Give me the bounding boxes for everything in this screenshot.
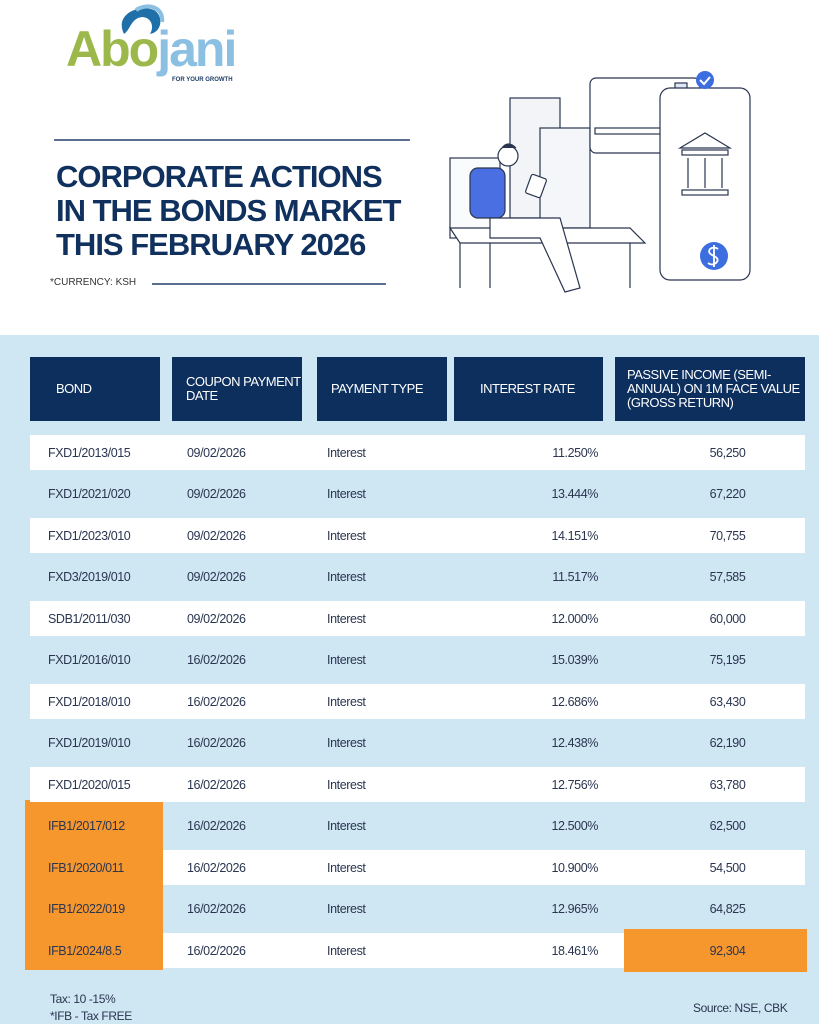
rate-cell: 12.000% — [551, 611, 598, 626]
rate-cell: 12.965% — [551, 902, 598, 916]
income-cell: 60,000 — [709, 611, 746, 626]
rate-cell: 15.039% — [551, 653, 598, 667]
income-cell: 70,755 — [709, 528, 746, 543]
ifb-highlight — [25, 800, 163, 970]
income-cell: 62,190 — [709, 736, 746, 750]
table-row: FXD1/2023/010 09/02/2026 Interest 14.151% 70… — [30, 518, 805, 553]
type-cell: Interest — [327, 819, 366, 833]
header-bond: BOND — [30, 357, 160, 421]
bond-cell: FXD1/2019/010 — [48, 736, 131, 750]
type-cell: Interest — [327, 570, 366, 584]
table-row: IFB1/2024/8.5 16/02/2026 Interest 18.461% 92… — [48, 933, 746, 968]
bond-cell: IFB1/2017/012 — [48, 819, 125, 833]
rate-cell: 14.151% — [551, 528, 598, 543]
rate-cell: 12.756% — [551, 777, 598, 792]
rate-cell: 13.444% — [551, 487, 598, 501]
brand-logo: Abojani — [66, 21, 237, 77]
table-row: IFB1/2022/019 16/02/2026 Interest 12.965% 64… — [48, 892, 805, 927]
income-cell: 56,250 — [709, 445, 746, 460]
table-row: FXD3/2019/010 09/02/2026 Interest 11.517% 57… — [30, 560, 805, 595]
rate-cell: 12.500% — [551, 819, 598, 833]
type-cell: Interest — [327, 736, 366, 750]
type-cell: Interest — [327, 694, 366, 709]
bond-cell: SDB1/2011/030 — [48, 611, 131, 626]
income-cell: 63,780 — [709, 777, 746, 792]
header-interest-rate: INTEREST RATE — [454, 357, 603, 421]
income-cell: 63,430 — [709, 694, 746, 709]
bond-cell: FXD1/2021/020 — [48, 487, 131, 501]
bond-cell: FXD1/2023/010 — [48, 528, 131, 543]
title-divider-top — [54, 139, 410, 141]
header-passive-income: PASSIVE INCOME (SEMI-ANNUAL) ON 1M FACE … — [615, 357, 805, 421]
table-row: SDB1/2011/030 09/02/2026 Interest 12.000% 60… — [30, 601, 805, 636]
bond-cell: IFB1/2022/019 — [48, 902, 125, 916]
bond-cell: FXD1/2020/015 — [48, 777, 131, 792]
date-cell: 09/02/2026 — [187, 570, 246, 584]
rate-cell: 11.250% — [552, 445, 598, 460]
rate-cell: 12.438% — [551, 736, 598, 750]
date-cell: 16/02/2026 — [187, 860, 246, 875]
income-cell: 67,220 — [709, 487, 746, 501]
rate-cell: 10.900% — [551, 860, 598, 875]
page-title: CORPORATE ACTIONS IN THE BONDS MARKET THIS… — [56, 159, 401, 262]
currency-note: *CURRENCY: KSH — [50, 277, 137, 288]
table-row: IFB1/2017/012 16/02/2026 Interest 12.500% 62… — [48, 809, 805, 844]
source-note: Source: NSE, CBK — [693, 1001, 788, 1015]
income-cell: 92,304 — [709, 943, 746, 958]
income-cell: 64,825 — [709, 902, 746, 916]
bond-cell: FXD1/2016/010 — [48, 653, 131, 667]
type-cell: Interest — [327, 445, 366, 460]
tax-note: Tax: 10 -15% — [50, 992, 116, 1006]
bond-cell: IFB1/2024/8.5 — [48, 943, 122, 958]
date-cell: 16/02/2026 — [187, 819, 246, 833]
rate-cell: 11.517% — [552, 570, 598, 584]
table-row: FXD1/2018/010 16/02/2026 Interest 12.686% 63… — [30, 684, 805, 719]
table-row: FXD1/2021/020 09/02/2026 Interest 13.444% 67… — [30, 477, 805, 512]
date-cell: 16/02/2026 — [187, 902, 246, 916]
income-cell: 75,195 — [709, 653, 746, 667]
income-cell: 62,500 — [709, 819, 746, 833]
table-row: FXD1/2013/015 09/02/2026 Interest 11.250% 56… — [30, 435, 805, 470]
rate-cell: 12.686% — [551, 694, 598, 709]
ifb-tax-note: *IFB - Tax FREE — [50, 1009, 132, 1023]
type-cell: Interest — [327, 777, 366, 792]
bond-cell: FXD1/2013/015 — [48, 445, 131, 460]
table-row: FXD1/2019/010 16/02/2026 Interest 12.438% 62… — [30, 726, 805, 761]
table-row: IFB1/2020/011 16/02/2026 Interest 10.900% 54… — [48, 850, 805, 885]
table-row: FXD1/2016/010 16/02/2026 Interest 15.039% 75… — [30, 643, 805, 678]
logo-swirl-icon — [121, 4, 165, 34]
table-row: FXD1/2020/015 16/02/2026 Interest 12.756% 63… — [30, 767, 805, 802]
rate-cell: 18.461% — [551, 943, 598, 958]
date-cell: 09/02/2026 — [187, 528, 246, 543]
brand-tagline: FOR YOUR GROWTH — [172, 77, 233, 83]
investor-illustration — [448, 71, 751, 293]
income-cell: 57,585 — [709, 570, 746, 584]
type-cell: Interest — [327, 902, 366, 916]
date-cell: 09/02/2026 — [187, 611, 246, 626]
header-payment-type: PAYMENT TYPE — [317, 357, 447, 421]
date-cell: 16/02/2026 — [187, 694, 246, 709]
type-cell: Interest — [327, 860, 366, 875]
date-cell: 09/02/2026 — [187, 445, 246, 460]
type-cell: Interest — [327, 487, 366, 501]
type-cell: Interest — [327, 528, 366, 543]
date-cell: 16/02/2026 — [187, 777, 246, 792]
bond-cell: FXD1/2018/010 — [48, 694, 131, 709]
bond-cell: FXD3/2019/010 — [48, 570, 131, 584]
income-cell: 54,500 — [709, 860, 746, 875]
currency-divider — [152, 283, 386, 285]
top-income-highlight — [624, 929, 807, 972]
date-cell: 16/02/2026 — [187, 943, 246, 958]
date-cell: 16/02/2026 — [187, 736, 246, 750]
type-cell: Interest — [327, 943, 366, 958]
date-cell: 16/02/2026 — [187, 653, 246, 667]
type-cell: Interest — [327, 611, 366, 626]
header-coupon-date: COUPON PAYMENT DATE — [172, 357, 302, 421]
bond-cell: IFB1/2020/011 — [48, 860, 124, 875]
date-cell: 09/02/2026 — [187, 487, 246, 501]
type-cell: Interest — [327, 653, 366, 667]
